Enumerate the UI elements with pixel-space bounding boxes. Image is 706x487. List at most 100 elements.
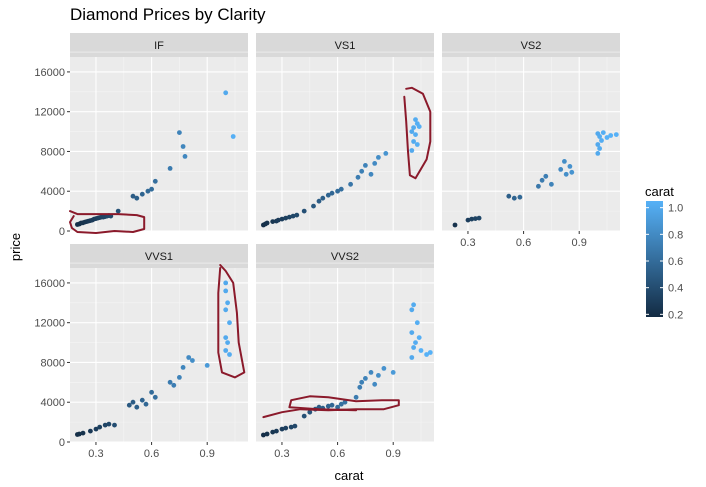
- panel-vs1: VS1: [256, 33, 434, 232]
- data-point: [223, 280, 229, 286]
- data-point: [517, 194, 523, 200]
- data-point: [413, 132, 418, 138]
- legend-tick-label: 0.8: [668, 229, 683, 241]
- data-point: [152, 178, 158, 184]
- data-point: [348, 181, 353, 187]
- data-point: [167, 379, 173, 385]
- data-point: [613, 132, 619, 138]
- data-point: [413, 340, 418, 345]
- data-point: [180, 365, 186, 370]
- panel-background: [256, 268, 434, 442]
- data-point: [604, 135, 610, 140]
- x-axis-title: carat: [335, 468, 364, 483]
- panel-vvs1: VVS1 0 4000 8000 12000 16000 0.3 0.6 0.9: [34, 244, 248, 460]
- y-tick-label: 16000: [34, 278, 65, 290]
- data-point: [270, 429, 276, 435]
- x-tick-label: 0.3: [460, 237, 475, 249]
- data-point: [225, 300, 231, 306]
- data-point: [283, 215, 289, 221]
- data-point: [230, 134, 236, 139]
- facet-strip: [256, 33, 434, 57]
- x-tick-label: 0.3: [88, 448, 103, 460]
- data-point: [359, 168, 365, 174]
- facet-strip-label: VVS2: [331, 251, 359, 263]
- facet-strip: [70, 244, 248, 268]
- panel-background: [442, 57, 620, 231]
- data-point: [376, 373, 381, 378]
- data-point: [409, 148, 415, 153]
- data-point: [416, 124, 422, 129]
- data-point: [335, 404, 340, 410]
- x-tick-label: 0.9: [386, 448, 401, 460]
- data-point: [287, 214, 292, 220]
- data-point: [338, 401, 344, 407]
- data-point: [279, 426, 285, 432]
- data-point: [562, 159, 567, 164]
- data-point: [372, 381, 378, 387]
- data-point: [335, 188, 340, 194]
- data-point: [355, 174, 361, 180]
- data-point: [381, 366, 387, 371]
- data-point: [126, 402, 132, 408]
- data-point: [390, 370, 396, 375]
- data-point: [227, 352, 232, 357]
- data-point: [353, 394, 359, 400]
- data-point: [93, 426, 99, 432]
- data-point: [106, 421, 112, 427]
- data-point: [342, 399, 348, 405]
- data-point: [275, 217, 281, 223]
- data-point: [294, 212, 300, 218]
- data-point: [143, 401, 149, 407]
- data-point: [363, 376, 368, 381]
- data-point: [597, 146, 602, 151]
- y-tick-label: 4000: [41, 186, 65, 198]
- x-tick-label: 0.6: [144, 448, 159, 460]
- data-point: [536, 183, 541, 189]
- data-point: [376, 155, 381, 160]
- data-point: [204, 363, 210, 368]
- data-point: [301, 208, 307, 214]
- data-point: [115, 208, 121, 214]
- data-point: [608, 133, 614, 138]
- data-point: [171, 382, 177, 388]
- data-point: [595, 142, 601, 147]
- data-point: [414, 320, 420, 326]
- data-point: [411, 302, 416, 308]
- data-point: [290, 213, 296, 219]
- data-point: [558, 167, 564, 172]
- data-point: [363, 163, 368, 168]
- data-point: [283, 425, 289, 431]
- data-point: [274, 428, 279, 434]
- legend-tick-label: 0.4: [668, 283, 683, 295]
- panel-vvs2: VVS2 0.3 0.6 0.9: [256, 244, 434, 460]
- legend-colorbar: [646, 201, 663, 317]
- data-point: [424, 352, 429, 357]
- panel-if: IF 0 4000 8000 12000 16000: [34, 33, 248, 238]
- data-point: [549, 181, 554, 187]
- data-point: [225, 340, 231, 345]
- data-point: [511, 195, 517, 201]
- y-tick-label: 8000: [41, 357, 65, 369]
- facet-strip-label: VS1: [335, 40, 356, 52]
- data-point: [311, 203, 316, 209]
- data-point: [139, 397, 145, 403]
- data-point: [600, 130, 606, 136]
- data-point: [409, 129, 415, 135]
- data-point: [186, 355, 192, 360]
- data-point: [338, 186, 344, 192]
- data-point: [223, 90, 229, 96]
- data-point: [270, 219, 276, 225]
- data-point: [139, 191, 145, 197]
- panel-vs2: VS2 0.3 0.6 0.9: [442, 33, 620, 249]
- data-point: [569, 169, 575, 175]
- data-point: [414, 142, 420, 147]
- data-point: [130, 193, 136, 199]
- data-point: [418, 348, 424, 353]
- y-tick-label: 4000: [41, 397, 65, 409]
- data-point: [506, 193, 512, 199]
- data-point: [145, 188, 151, 194]
- data-point: [134, 195, 140, 201]
- data-point: [177, 375, 182, 380]
- data-point: [149, 186, 155, 192]
